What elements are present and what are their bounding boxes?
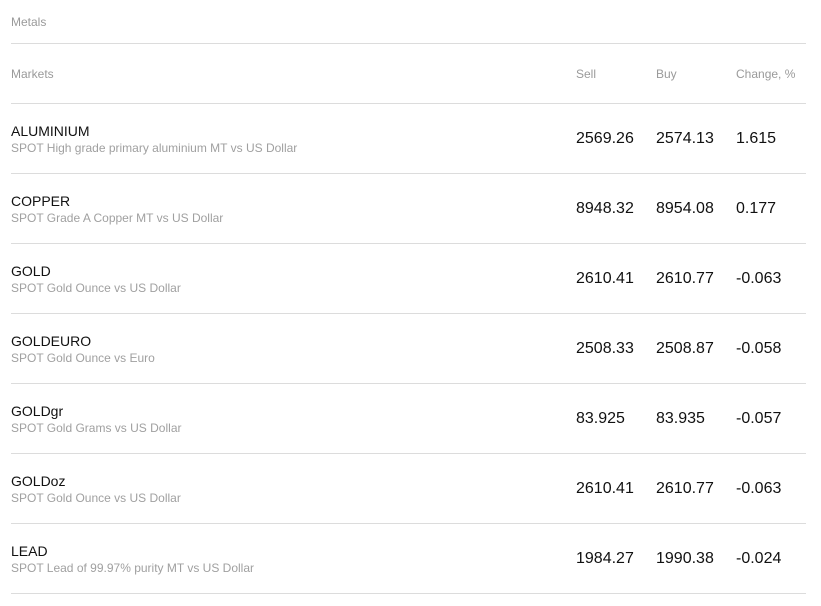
buy-price: 2610.77 xyxy=(656,480,714,497)
change-percent: -0.057 xyxy=(736,410,782,427)
market-description: SPOT Grade A Copper MT vs US Dollar xyxy=(11,211,224,225)
sell-price: 1984.27 xyxy=(576,550,634,567)
market-description: SPOT Gold Ounce vs US Dollar xyxy=(11,491,181,505)
table-row[interactable]: GOLDgr SPOT Gold Grams vs US Dollar 83.9… xyxy=(11,384,806,454)
sell-price: 83.925 xyxy=(576,410,625,427)
metals-table: Metals Markets Sell Buy Change, % ALUMIN… xyxy=(11,0,806,594)
buy-price: 2574.13 xyxy=(656,130,714,147)
table-row[interactable]: GOLD SPOT Gold Ounce vs US Dollar 2610.4… xyxy=(11,244,806,314)
sell-price: 2610.41 xyxy=(576,270,634,287)
sell-price: 2569.26 xyxy=(576,130,634,147)
market-name: ALUMINIUM xyxy=(11,123,90,139)
market-name: GOLDoz xyxy=(11,473,66,489)
sell-price: 8948.32 xyxy=(576,200,634,217)
buy-price: 8954.08 xyxy=(656,200,714,217)
section-title: Metals xyxy=(11,0,806,44)
market-name: GOLD xyxy=(11,263,51,279)
market-name: GOLDgr xyxy=(11,403,64,419)
market-description: SPOT Gold Ounce vs US Dollar xyxy=(11,281,181,295)
market-name: LEAD xyxy=(11,543,48,559)
table-row[interactable]: GOLDEURO SPOT Gold Ounce vs Euro 2508.33… xyxy=(11,314,806,384)
buy-price: 83.935 xyxy=(656,410,705,427)
change-percent: -0.024 xyxy=(736,550,782,567)
market-description: SPOT Lead of 99.97% purity MT vs US Doll… xyxy=(11,561,254,575)
change-percent: -0.063 xyxy=(736,480,782,497)
market-description: SPOT High grade primary aluminium MT vs … xyxy=(11,141,298,155)
column-change: Change, % xyxy=(736,67,796,81)
market-name: COPPER xyxy=(11,193,71,209)
column-buy: Buy xyxy=(656,67,677,81)
column-markets: Markets xyxy=(11,67,54,81)
sell-price: 2610.41 xyxy=(576,480,634,497)
market-description: SPOT Gold Ounce vs Euro xyxy=(11,351,155,365)
market-description: SPOT Gold Grams vs US Dollar xyxy=(11,421,182,435)
buy-price: 1990.38 xyxy=(656,550,714,567)
table-row[interactable]: ALUMINIUM SPOT High grade primary alumin… xyxy=(11,104,806,174)
sell-price: 2508.33 xyxy=(576,340,634,357)
table-row[interactable]: GOLDoz SPOT Gold Ounce vs US Dollar 2610… xyxy=(11,454,806,524)
market-name: GOLDEURO xyxy=(11,333,92,349)
buy-price: 2508.87 xyxy=(656,340,714,357)
column-sell: Sell xyxy=(576,67,597,81)
change-percent: -0.063 xyxy=(736,270,782,287)
table-header: Markets Sell Buy Change, % xyxy=(11,44,806,104)
change-percent: 0.177 xyxy=(736,200,777,217)
change-percent: -0.058 xyxy=(736,340,782,357)
buy-price: 2610.77 xyxy=(656,270,714,287)
table-row[interactable]: LEAD SPOT Lead of 99.97% purity MT vs US… xyxy=(11,524,806,594)
table-row[interactable]: COPPER SPOT Grade A Copper MT vs US Doll… xyxy=(11,174,806,244)
change-percent: 1.615 xyxy=(736,130,777,147)
